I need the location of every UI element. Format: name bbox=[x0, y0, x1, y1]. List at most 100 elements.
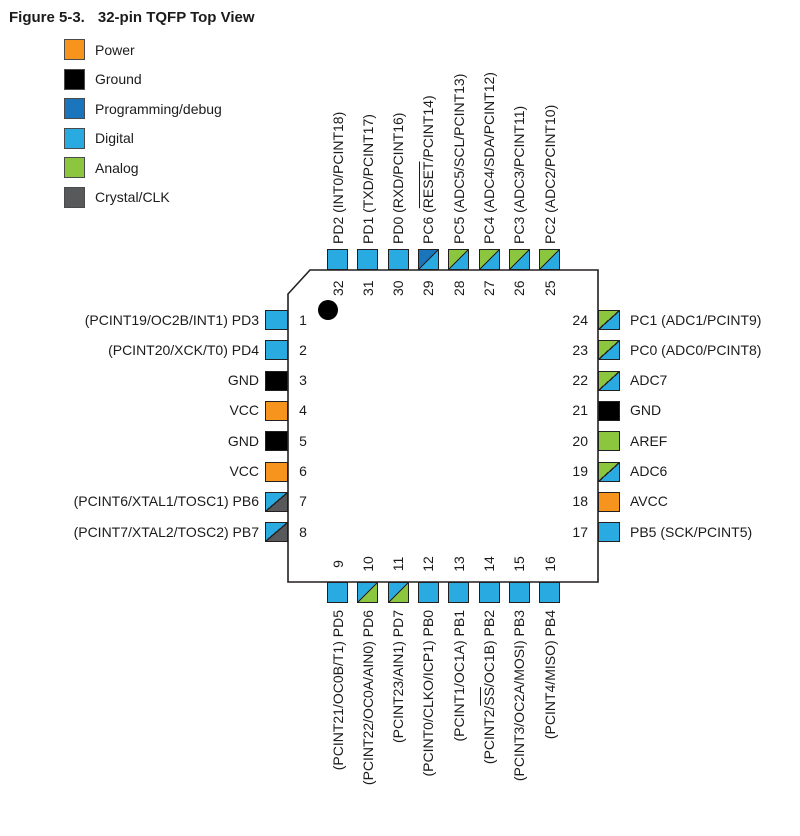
pin-26-number: 26 bbox=[511, 280, 528, 296]
pin-12-number: 12 bbox=[420, 556, 437, 572]
pin-17-label: PB5 (SCK/PCINT5) bbox=[630, 523, 753, 540]
pin-12-label: (PCINT0/CLKO/ICP1) PB0 bbox=[420, 610, 437, 777]
pin-3-pad bbox=[265, 370, 288, 391]
analog-swatch-icon bbox=[64, 157, 85, 178]
pin-8-pad bbox=[265, 522, 288, 543]
pin-5-number: 5 bbox=[299, 432, 307, 449]
pin-13-number: 13 bbox=[450, 556, 467, 572]
pin-31-number: 31 bbox=[359, 280, 376, 296]
figure-caption: 32-pin TQFP Top View bbox=[97, 9, 255, 26]
pin-25-number: 25 bbox=[541, 280, 558, 296]
pin-2-label: (PCINT20/XCK/T0) PD4 bbox=[108, 341, 259, 358]
pin-3-number: 3 bbox=[299, 372, 307, 389]
pin-30-number: 30 bbox=[390, 280, 407, 296]
pin-3-label: GND bbox=[227, 372, 259, 389]
pin-5-label: GND bbox=[227, 432, 259, 449]
figure-number: Figure 5-3. bbox=[9, 9, 85, 26]
pin-28-label: PC5 (ADC5/SCL/PCINT13) bbox=[450, 73, 467, 244]
pin-2-number: 2 bbox=[299, 341, 307, 358]
pin-32-pad bbox=[327, 249, 348, 270]
pin-10-pad bbox=[357, 582, 379, 603]
pin-22-number: 22 bbox=[572, 372, 588, 389]
pin-19-pad bbox=[598, 461, 620, 482]
legend-label-ground: Ground bbox=[95, 71, 142, 87]
pin-10-number: 10 bbox=[359, 556, 376, 572]
pin-13-pad bbox=[448, 582, 470, 603]
programming-debug-swatch-icon bbox=[64, 98, 85, 119]
pin-11-number: 11 bbox=[390, 556, 407, 572]
pin-8-number: 8 bbox=[299, 523, 307, 540]
pin-27-pad bbox=[478, 249, 500, 270]
pin-13-label: (PCINT1/OC1A) PB1 bbox=[450, 610, 467, 742]
pin-21-number: 21 bbox=[572, 402, 588, 419]
pin-26-label: PC3 (ADC3/PCINT11) bbox=[511, 105, 528, 244]
pin-26-pad bbox=[508, 249, 530, 270]
legend-label-crystal-clk: Crystal/CLK bbox=[95, 189, 170, 205]
pin-29-number: 29 bbox=[420, 280, 437, 296]
pin-27-number: 27 bbox=[481, 280, 497, 296]
pin-25-pad bbox=[539, 249, 561, 270]
pin-23-label: PC0 (ADC0/PCINT8) bbox=[630, 341, 762, 358]
chip-body bbox=[287, 269, 599, 583]
legend-label-power: Power bbox=[95, 41, 135, 58]
legend-label-programming-debug: Programming/debug bbox=[95, 100, 222, 117]
pin-31-label: PD1 (TXD/PCINT17) bbox=[359, 114, 376, 244]
pin-12-pad bbox=[417, 582, 439, 603]
legend-item-programming-debug: Programming/debug bbox=[64, 98, 222, 119]
pin-30-label: PD0 (RXD/PCINT16) bbox=[390, 112, 407, 244]
pin-30-pad bbox=[387, 249, 409, 270]
pin-6-pad bbox=[265, 461, 288, 482]
pin-24-pad bbox=[598, 310, 620, 330]
pin-18-pad bbox=[598, 491, 620, 512]
digital-swatch-icon bbox=[64, 127, 85, 149]
pin-20-label: AREF bbox=[630, 432, 668, 449]
pin-17-number: 17 bbox=[572, 523, 588, 540]
pin-28-pad bbox=[448, 249, 470, 270]
pin-1-number: 1 bbox=[299, 311, 307, 328]
pin-24-number: 24 bbox=[572, 311, 588, 328]
legend-item-ground: Ground bbox=[64, 68, 142, 90]
pin-17-pad bbox=[598, 522, 620, 543]
legend-item-digital: Digital bbox=[64, 127, 134, 149]
pin-4-label: VCC bbox=[229, 402, 259, 419]
pin-29-label: PC6 (RESET/PCINT14) bbox=[420, 95, 437, 244]
crystal-clk-swatch-icon bbox=[64, 186, 85, 208]
pin-11-label: (PCINT23/AIN1) PD7 bbox=[390, 610, 407, 744]
pin-4-number: 4 bbox=[299, 402, 307, 419]
pin-2-pad bbox=[265, 340, 288, 361]
pin-8-label: (PCINT7/XTAL2/TOSC2) PB7 bbox=[73, 523, 259, 540]
pin-14-number: 14 bbox=[481, 556, 497, 572]
pin-9-label: (PCINT21/OC0B/T1) PD5 bbox=[329, 610, 346, 771]
overline-text: SS bbox=[481, 687, 497, 706]
legend-label-digital: Digital bbox=[95, 130, 134, 146]
pin-4-pad bbox=[265, 400, 288, 421]
legend-item-analog: Analog bbox=[64, 157, 139, 178]
ground-swatch-icon bbox=[64, 68, 85, 90]
pin1-indicator-dot bbox=[318, 300, 338, 320]
pin-1-label: (PCINT19/OC2B/INT1) PD3 bbox=[84, 311, 259, 328]
pin-15-label: (PCINT3/OC2A/MOSI) PB3 bbox=[511, 610, 528, 782]
pin-9-number: 9 bbox=[329, 560, 346, 568]
pin-32-number: 32 bbox=[329, 280, 346, 296]
pin-16-pad bbox=[539, 582, 561, 603]
pin-31-pad bbox=[357, 249, 379, 270]
pin-10-label: (PCINT22/OC0A/AIN0) PD6 bbox=[359, 610, 376, 786]
pin-21-pad bbox=[598, 400, 620, 421]
power-swatch-icon bbox=[64, 39, 85, 60]
pin-20-number: 20 bbox=[572, 432, 588, 449]
pin-18-label: AVCC bbox=[630, 493, 668, 510]
figure-title: Figure 5-3. 32-pin TQFP Top View bbox=[9, 9, 255, 26]
pin-14-pad bbox=[478, 582, 500, 603]
pin-28-number: 28 bbox=[450, 280, 467, 296]
pin-19-number: 19 bbox=[572, 463, 588, 479]
pin-7-pad bbox=[265, 491, 288, 512]
overline-text: RESET bbox=[420, 161, 437, 209]
pin-14-label: (PCINT2/SS/OC1B) PB2 bbox=[481, 610, 497, 765]
legend-item-crystal-clk: Crystal/CLK bbox=[64, 186, 170, 208]
pin-20-pad bbox=[598, 431, 620, 452]
pin-15-number: 15 bbox=[511, 556, 528, 572]
pin-23-number: 23 bbox=[572, 341, 588, 358]
pin-6-number: 6 bbox=[299, 463, 307, 479]
legend-label-analog: Analog bbox=[95, 159, 139, 176]
